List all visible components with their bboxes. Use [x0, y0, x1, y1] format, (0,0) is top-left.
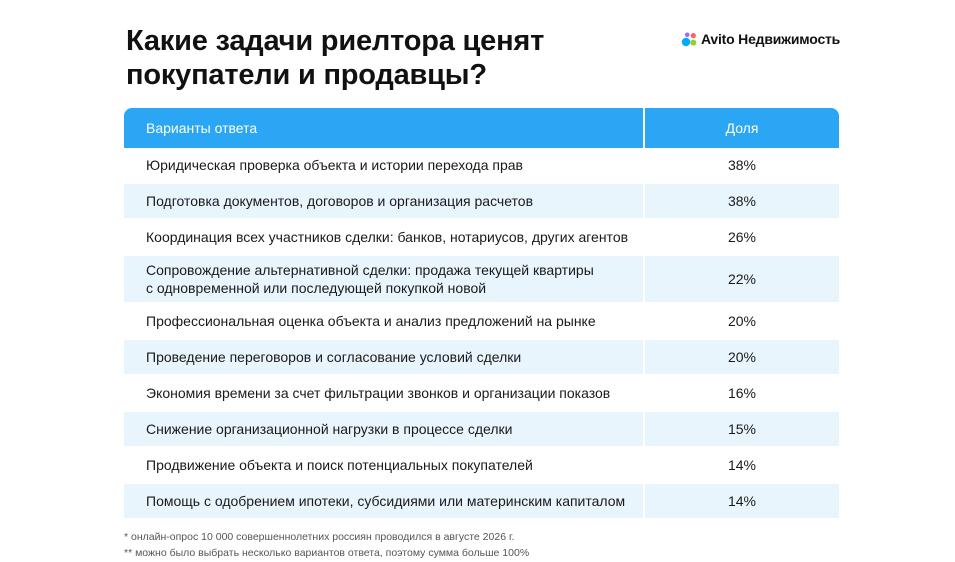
share-value: 20%: [727, 313, 757, 329]
answer-cell: Подготовка документов, договоров и орган…: [124, 184, 645, 218]
table-row: Сопровождение альтернативной сделки: про…: [124, 256, 839, 302]
share-value: 14%: [727, 457, 757, 473]
results-table: Варианты ответа Доля Юридическая проверк…: [124, 108, 839, 518]
answer-cell: Проведение переговоров и согласование ус…: [124, 340, 645, 374]
answer-cell: Продвижение объекта и поиск потенциальны…: [124, 448, 645, 482]
answer-cell: Снижение организационной нагрузки в проц…: [124, 412, 645, 446]
share-value: 20%: [727, 349, 757, 365]
column-header-share: Доля: [725, 120, 759, 136]
footnotes: * онлайн-опрос 10 000 совершеннолетних р…: [124, 529, 529, 561]
table-row: Продвижение объекта и поиск потенциальны…: [124, 448, 839, 482]
table-row: Профессиональная оценка объекта и анализ…: [124, 304, 839, 338]
page-title: Какие задачи риелтора ценят покупатели и…: [126, 24, 544, 92]
avito-logo: Avito Недвижимость: [681, 31, 840, 47]
avito-logo-icon: [681, 32, 697, 47]
answer-text: Юридическая проверка объекта и истории п…: [146, 157, 523, 173]
table-header: Варианты ответа Доля: [124, 108, 839, 148]
answer-cell: Профессиональная оценка объекта и анализ…: [124, 304, 645, 338]
answer-text: Проведение переговоров и согласование ус…: [146, 349, 522, 365]
table-body: Юридическая проверка объекта и истории п…: [124, 148, 839, 518]
answer-text: Экономия времени за счет фильтрации звон…: [146, 385, 611, 401]
share-value: 16%: [727, 385, 757, 401]
share-value: 22%: [727, 271, 757, 287]
table-row: Экономия времени за счет фильтрации звон…: [124, 376, 839, 410]
answer-text: Профессиональная оценка объекта и анализ…: [146, 313, 596, 329]
share-value: 15%: [727, 421, 757, 437]
answer-cell: Координация всех участников сделки: банк…: [124, 220, 645, 254]
table-row: Подготовка документов, договоров и орган…: [124, 184, 839, 218]
answer-cell: Юридическая проверка объекта и истории п…: [124, 148, 645, 182]
share-value: 14%: [727, 493, 757, 509]
table-row: Проведение переговоров и согласование ус…: [124, 340, 839, 374]
share-value: 26%: [727, 229, 757, 245]
title-line-2: покупатели и продавцы?: [126, 59, 487, 91]
answer-text: Помощь с одобрением ипотеки, субсидиями …: [146, 493, 626, 509]
share-value: 38%: [727, 193, 757, 209]
table-row: Помощь с одобрением ипотеки, субсидиями …: [124, 484, 839, 518]
table-row: Юридическая проверка объекта и истории п…: [124, 148, 839, 182]
table-row: Снижение организационной нагрузки в проц…: [124, 412, 839, 446]
answer-cell: Сопровождение альтернативной сделки: про…: [124, 256, 645, 302]
answer-text: Снижение организационной нагрузки в проц…: [146, 421, 513, 437]
answer-cell: Экономия времени за счет фильтрации звон…: [124, 376, 645, 410]
footnote-1: * онлайн-опрос 10 000 совершеннолетних р…: [124, 531, 515, 543]
share-value: 38%: [727, 157, 757, 173]
answer-text: с одновременной или последующей покупкой…: [146, 280, 487, 296]
table-row: Координация всех участников сделки: банк…: [124, 220, 839, 254]
answer-text: Координация всех участников сделки: банк…: [146, 229, 629, 245]
title-line-1: Какие задачи риелтора ценят: [126, 25, 545, 57]
footnote-2: ** можно было выбрать несколько варианто…: [124, 547, 530, 559]
answer-text: Продвижение объекта и поиск потенциальны…: [146, 457, 533, 473]
column-header-answer: Варианты ответа: [124, 108, 645, 148]
answer-cell: Помощь с одобрением ипотеки, субсидиями …: [124, 484, 645, 518]
answer-text: Сопровождение альтернативной сделки: про…: [146, 262, 594, 278]
brand-name: Avito Недвижимость: [701, 31, 841, 47]
answer-text: Подготовка документов, договоров и орган…: [146, 193, 534, 209]
